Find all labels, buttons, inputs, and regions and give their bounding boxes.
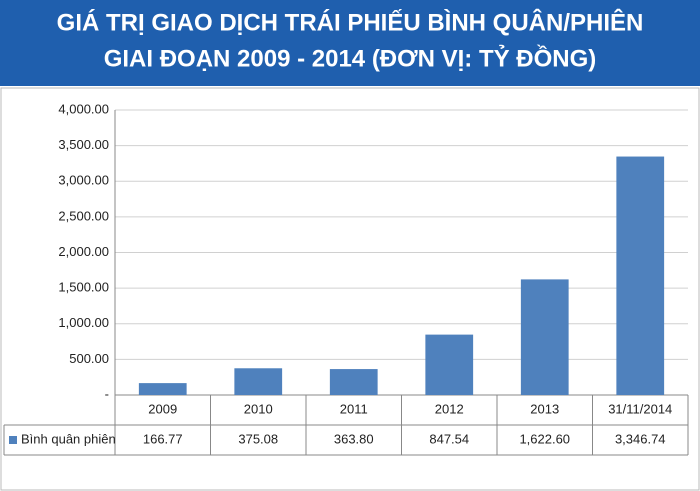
data-label: 375.08 bbox=[238, 431, 278, 446]
y-tick-label: 4,000.00 bbox=[58, 101, 109, 116]
x-tick-label: 2013 bbox=[530, 401, 559, 416]
title-banner bbox=[0, 0, 700, 86]
bar bbox=[425, 334, 474, 395]
data-label: 3,346.74 bbox=[615, 431, 666, 446]
bar bbox=[329, 369, 378, 395]
y-tick-label: 1,000.00 bbox=[58, 315, 109, 330]
bar bbox=[234, 368, 283, 395]
data-label: 363.80 bbox=[334, 431, 374, 446]
y-tick-label: - bbox=[105, 386, 109, 401]
bar bbox=[616, 156, 665, 395]
x-tick-label: 2010 bbox=[244, 401, 273, 416]
x-tick-label: 31/11/2014 bbox=[608, 401, 672, 416]
data-label: 847.54 bbox=[429, 431, 469, 446]
bar bbox=[138, 383, 187, 395]
bar bbox=[520, 279, 569, 395]
legend-label: Bình quân phiên bbox=[21, 431, 116, 446]
y-tick-label: 2,500.00 bbox=[58, 208, 109, 223]
chart-title: GIÁ TRỊ GIAO DỊCH TRÁI PHIẾU BÌNH QUÂN/P… bbox=[57, 8, 644, 36]
x-tick-label: 2011 bbox=[340, 401, 368, 416]
y-tick-label: 2,000.00 bbox=[58, 244, 109, 259]
x-tick-label: 2012 bbox=[435, 401, 464, 416]
legend-key bbox=[9, 436, 17, 444]
data-label: 1,622.60 bbox=[519, 431, 570, 446]
chart-frame bbox=[0, 87, 700, 491]
data-label: 166.77 bbox=[143, 431, 183, 446]
x-tick-label: 2009 bbox=[148, 401, 177, 416]
y-tick-label: 500.00 bbox=[69, 351, 109, 366]
y-tick-label: 3,500.00 bbox=[58, 137, 109, 152]
chart-title: GIAI ĐOẠN 2009 - 2014 (ĐƠN VỊ: TỶ ĐỒNG) bbox=[104, 43, 597, 72]
y-tick-label: 1,500.00 bbox=[58, 280, 109, 295]
y-tick-label: 3,000.00 bbox=[58, 173, 109, 188]
